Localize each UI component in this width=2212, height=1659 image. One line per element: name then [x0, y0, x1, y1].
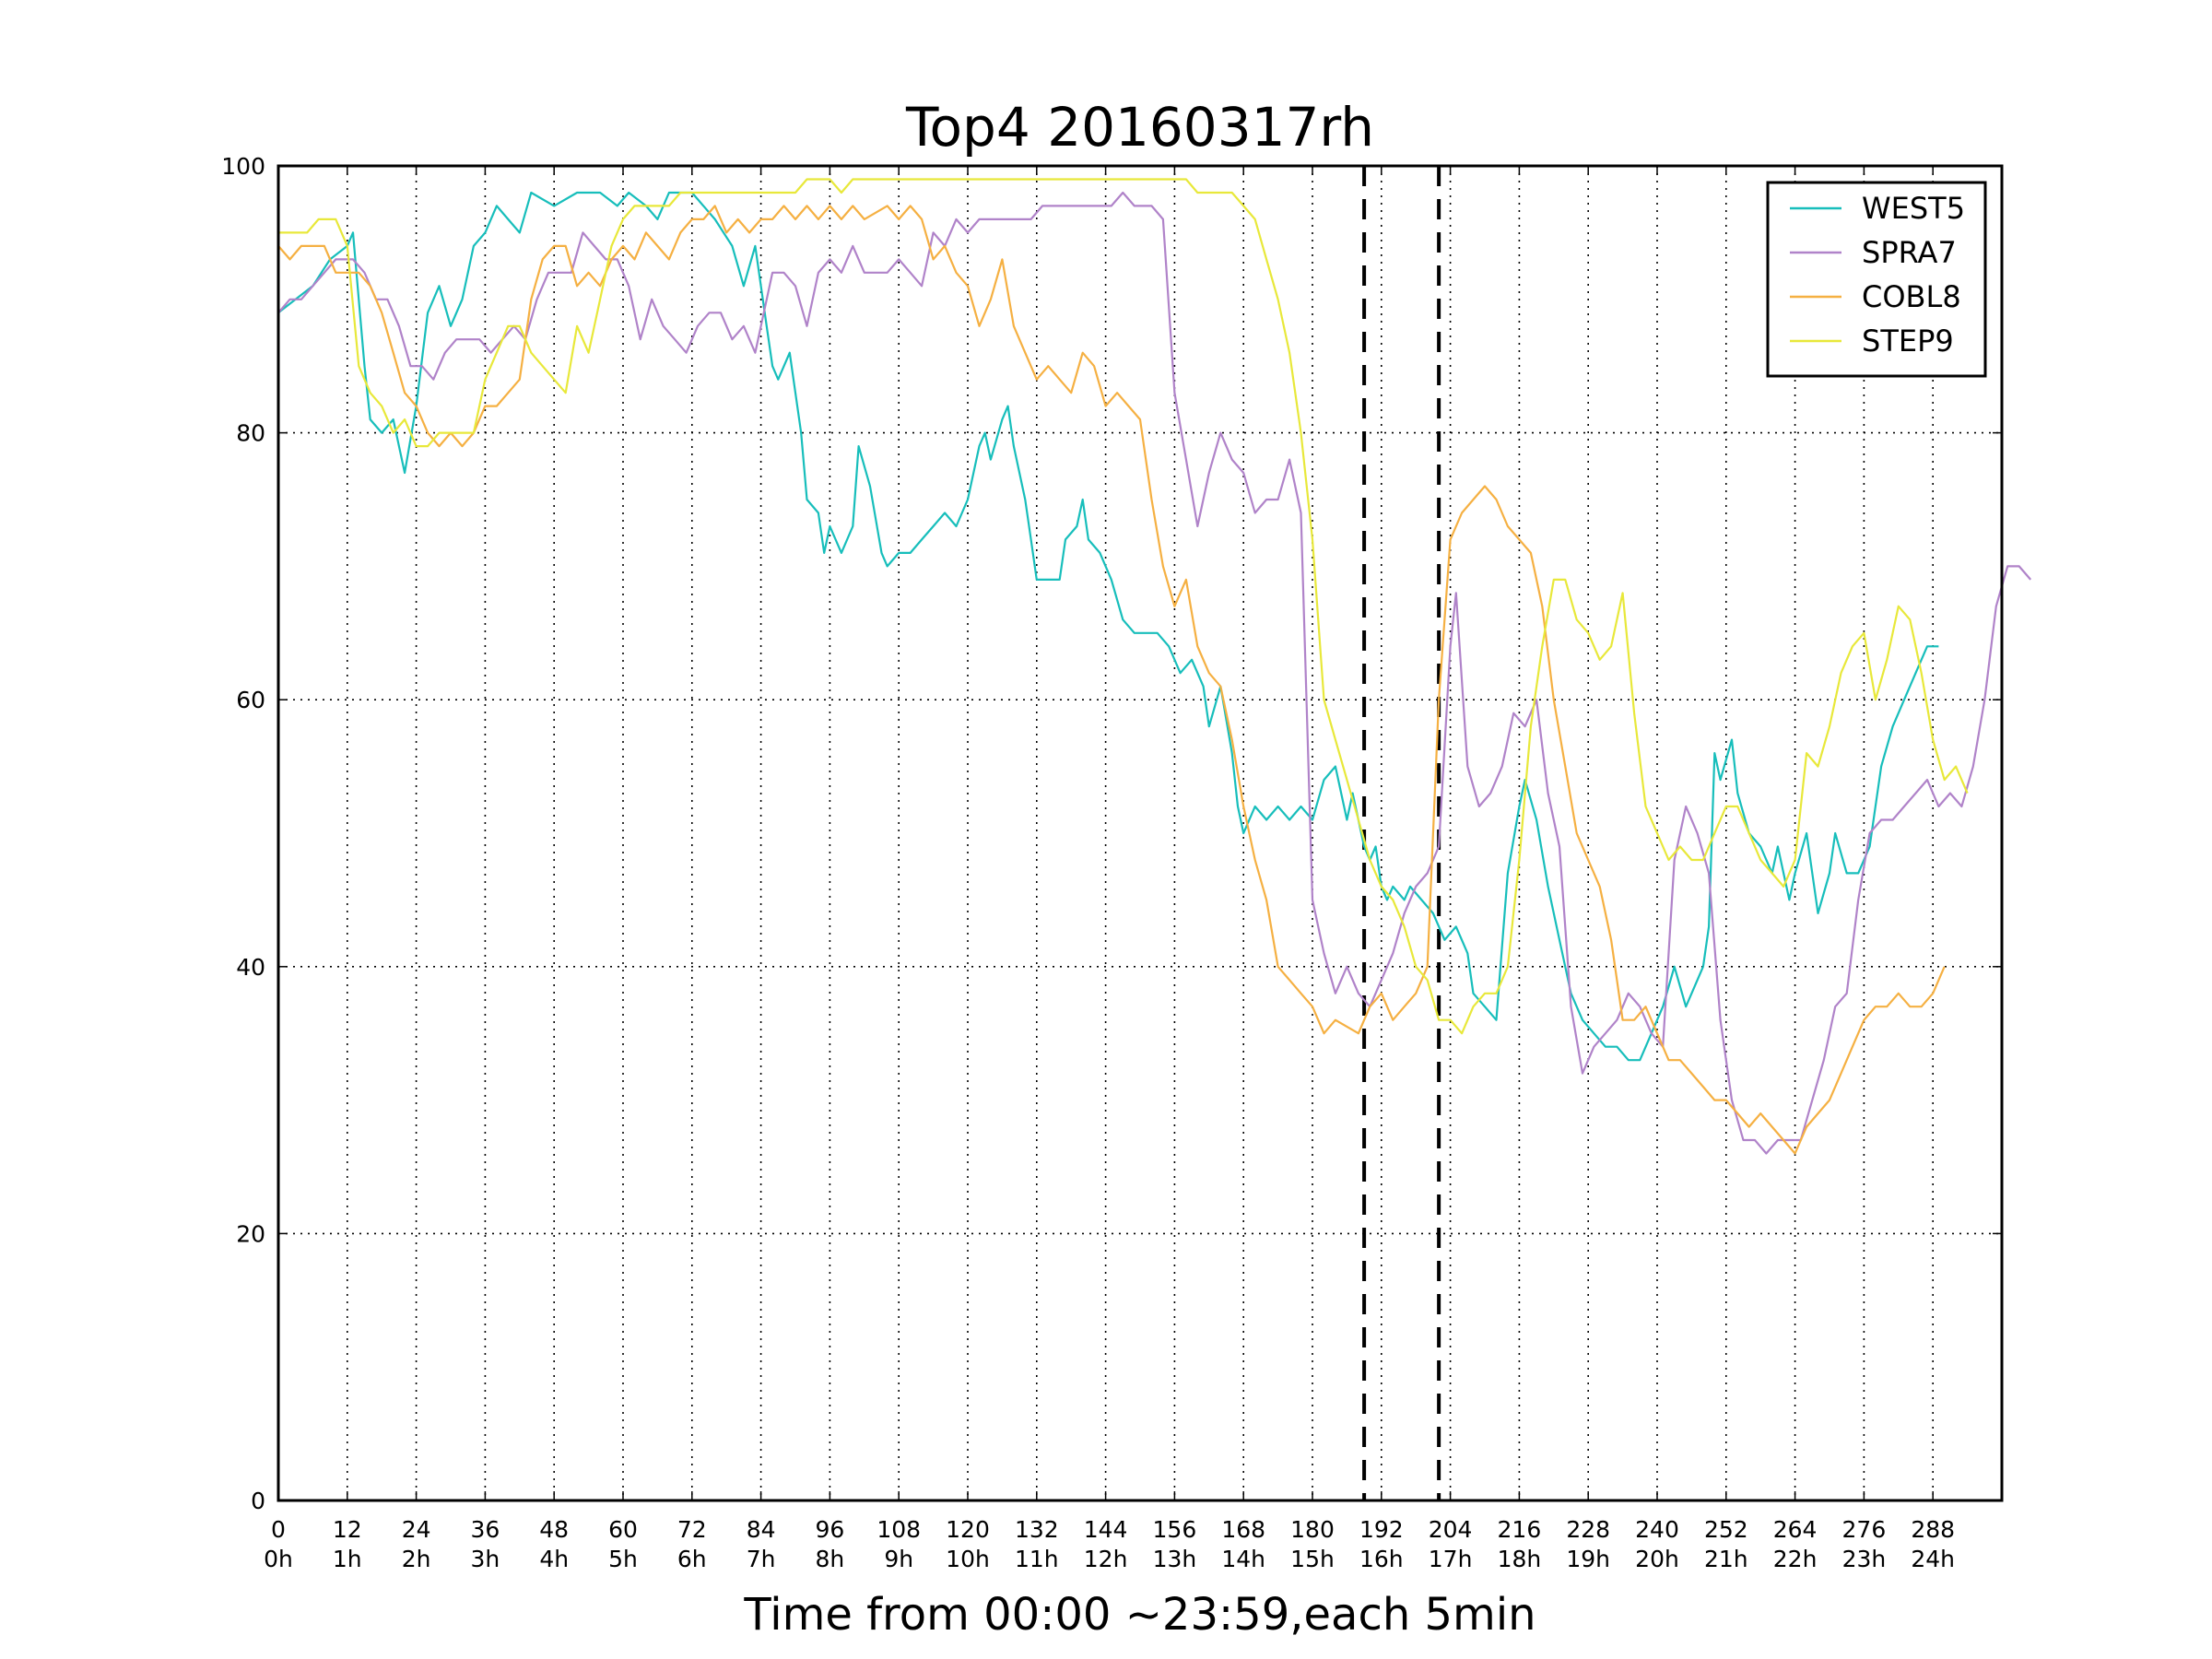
series-lines — [277, 178, 2032, 1155]
x-tick-hour-label: 12h — [1084, 1546, 1128, 1572]
x-tick-label: 276 — [1842, 1516, 1887, 1543]
x-tick-hour-label: 4h — [539, 1546, 569, 1572]
x-tick-hour-label: 14h — [1221, 1546, 1265, 1572]
x-tick-hour-label: 9h — [884, 1546, 913, 1572]
x-tick-hour-label: 1h — [333, 1546, 362, 1572]
x-tick-label: 60 — [608, 1516, 638, 1543]
y-tick-label: 20 — [236, 1220, 265, 1247]
x-tick-hour-label: 23h — [1842, 1546, 1887, 1572]
legend-label: STEP9 — [1862, 324, 1954, 359]
x-tick-label: 96 — [815, 1516, 844, 1543]
x-tick-label: 228 — [1566, 1516, 1610, 1543]
legend-label: WEST5 — [1862, 191, 1965, 226]
y-tick-label: 0 — [251, 1488, 265, 1514]
x-tick-hour-label: 15h — [1290, 1546, 1335, 1572]
x-tick-hour-label: 2h — [402, 1546, 431, 1572]
chart-title: Top4 20160317rh — [905, 96, 1374, 159]
x-tick-label: 204 — [1429, 1516, 1473, 1543]
x-tick-label: 288 — [1911, 1516, 1955, 1543]
series-line-spra7 — [277, 191, 2032, 1155]
x-tick-label: 36 — [470, 1516, 500, 1543]
legend-box — [1766, 181, 1987, 378]
x-tick-hour-label: 20h — [1635, 1546, 1679, 1572]
x-tick-hour-label: 6h — [677, 1546, 707, 1572]
x-tick-label: 12 — [333, 1516, 362, 1543]
axis-ticks: 0 0h 12 1h 24 2h 36 3h 48 4h 60 5h 72 6h 84 7h 96 8h 108 9h… — [221, 153, 2002, 1572]
x-tick-label: 0 — [271, 1516, 286, 1543]
x-tick-label: 108 — [877, 1516, 921, 1543]
x-tick-hour-label: 13h — [1153, 1546, 1197, 1572]
grid-lines — [278, 166, 2002, 1500]
x-tick-hour-label: 19h — [1566, 1546, 1610, 1572]
x-tick-label: 168 — [1221, 1516, 1265, 1543]
x-tick-hour-label: 22h — [1773, 1546, 1818, 1572]
x-tick-hour-label: 18h — [1498, 1546, 1542, 1572]
x-tick-label: 48 — [539, 1516, 569, 1543]
x-tick-hour-label: 8h — [816, 1546, 845, 1572]
x-tick-hour-label: 10h — [946, 1546, 990, 1572]
y-tick-label: 100 — [221, 153, 265, 180]
legend: WEST5 SPRA7 COBL8 STEP9 — [1766, 181, 1987, 378]
series-line-cobl8 — [277, 205, 1946, 1155]
plot-frame — [276, 164, 2004, 1502]
series-line-west5 — [277, 191, 1939, 1062]
x-tick-label: 144 — [1084, 1516, 1128, 1543]
x-tick-hour-label: 17h — [1429, 1546, 1473, 1572]
x-tick-label: 72 — [677, 1516, 707, 1543]
x-tick-label: 120 — [946, 1516, 990, 1543]
legend-label: COBL8 — [1862, 279, 1961, 314]
x-tick-label: 252 — [1704, 1516, 1748, 1543]
x-tick-hour-label: 16h — [1359, 1546, 1404, 1572]
x-tick-label: 216 — [1498, 1516, 1542, 1543]
x-tick-hour-label: 3h — [471, 1546, 500, 1572]
x-tick-label: 180 — [1290, 1516, 1335, 1543]
x-tick-label: 84 — [747, 1516, 776, 1543]
x-tick-hour-label: 5h — [608, 1546, 638, 1572]
x-tick-hour-label: 7h — [747, 1546, 776, 1572]
x-tick-label: 24 — [402, 1516, 431, 1543]
y-tick-label: 40 — [236, 954, 265, 981]
x-tick-hour-label: 11h — [1015, 1546, 1059, 1572]
x-tick-hour-label: 0h — [264, 1546, 293, 1572]
series-line-step9 — [278, 178, 1969, 1035]
legend-label: SPRA7 — [1862, 235, 1957, 270]
x-tick-label: 132 — [1015, 1516, 1059, 1543]
x-tick-hour-label: 21h — [1704, 1546, 1748, 1572]
x-tick-label: 156 — [1153, 1516, 1197, 1543]
y-tick-label: 60 — [236, 687, 265, 713]
y-tick-label: 80 — [236, 420, 265, 447]
x-tick-label: 240 — [1635, 1516, 1679, 1543]
x-tick-label: 264 — [1773, 1516, 1818, 1543]
x-axis-label: Time from 00:00 ~23:59,each 5min — [743, 1589, 1535, 1641]
x-tick-label: 192 — [1359, 1516, 1404, 1543]
x-tick-hour-label: 24h — [1911, 1546, 1955, 1572]
